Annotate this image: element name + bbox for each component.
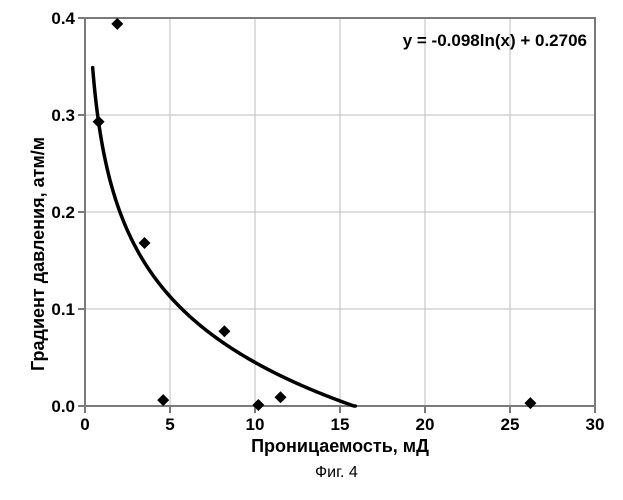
x-tick-label: 30 [585,415,605,435]
x-tick-label: 10 [245,415,265,435]
figure-caption: Фиг. 4 [315,464,358,482]
y-tick-label: 0.1 [51,300,75,320]
x-tick-label: 20 [415,415,435,435]
figure-container: y = -0.098ln(x) + 0.2706 Градиент давлен… [0,0,623,500]
y-tick-label: 0.2 [51,203,75,223]
equation-text: y = -0.098ln(x) + 0.2706 [403,31,587,50]
x-tick-label: 5 [160,415,180,435]
y-tick-label: 0.3 [51,106,75,126]
scatter-chart: y = -0.098ln(x) + 0.2706 [0,0,607,418]
y-tick-label: 0.4 [51,9,75,29]
x-tick-label: 25 [500,415,520,435]
x-tick-label: 15 [330,415,350,435]
y-axis-label: Градиент давления, атм/м [28,137,49,371]
y-tick-label: 0.0 [51,397,75,417]
x-axis-label: Проницаемость, мД [85,436,595,457]
x-tick-label: 0 [75,415,95,435]
